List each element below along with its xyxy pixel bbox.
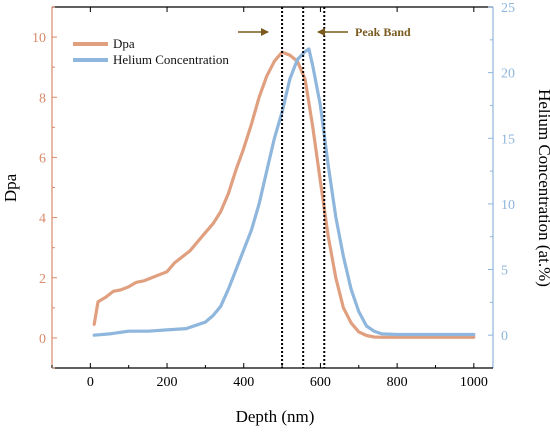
y-left-tick-label: 4 (39, 212, 46, 227)
x-tick-label: 800 (387, 375, 408, 390)
y-left-tick-label: 6 (39, 151, 46, 166)
y-left-tick-label: 8 (39, 91, 46, 106)
x-axis-label: Depth (nm) (236, 407, 315, 426)
y-right-tick-label: 20 (501, 67, 515, 82)
x-tick-label: 0 (87, 375, 94, 390)
y-left-tick-label: 10 (32, 31, 46, 46)
y-right-tick-label: 15 (501, 132, 515, 147)
legend-label-helium: Helium Concentration (113, 52, 229, 67)
x-tick-label: 600 (310, 375, 331, 390)
y-left-tick-label: 0 (39, 332, 46, 347)
y-right-tick-label: 10 (501, 198, 515, 213)
x-tick-label: 400 (233, 375, 254, 390)
legend: Dpa Helium Concentration (73, 36, 229, 67)
y-right-tick-label: 5 (501, 264, 508, 279)
y-right-tick-label: 25 (501, 1, 515, 16)
legend-label-dpa: Dpa (113, 36, 135, 51)
y-left-tick-label: 2 (39, 272, 46, 287)
plot-layer: 0 200 400 600 800 1000 0 2 4 6 8 10 0 5 10 15 20 25 (32, 1, 515, 390)
peak-band-label: Peak Band (355, 25, 411, 39)
peak-band-annotation: Peak Band (238, 25, 411, 39)
x-tick-label: 200 (157, 375, 178, 390)
series-line-helium (92, 47, 476, 337)
y-axis-right-label: Helium Concentration (at.%) (535, 89, 550, 287)
series-line-dpa (92, 50, 476, 339)
y-right-tick-label: 0 (501, 329, 508, 344)
x-tick-label: 1000 (460, 375, 488, 390)
y-axis-left-label: Dpa (1, 173, 20, 202)
